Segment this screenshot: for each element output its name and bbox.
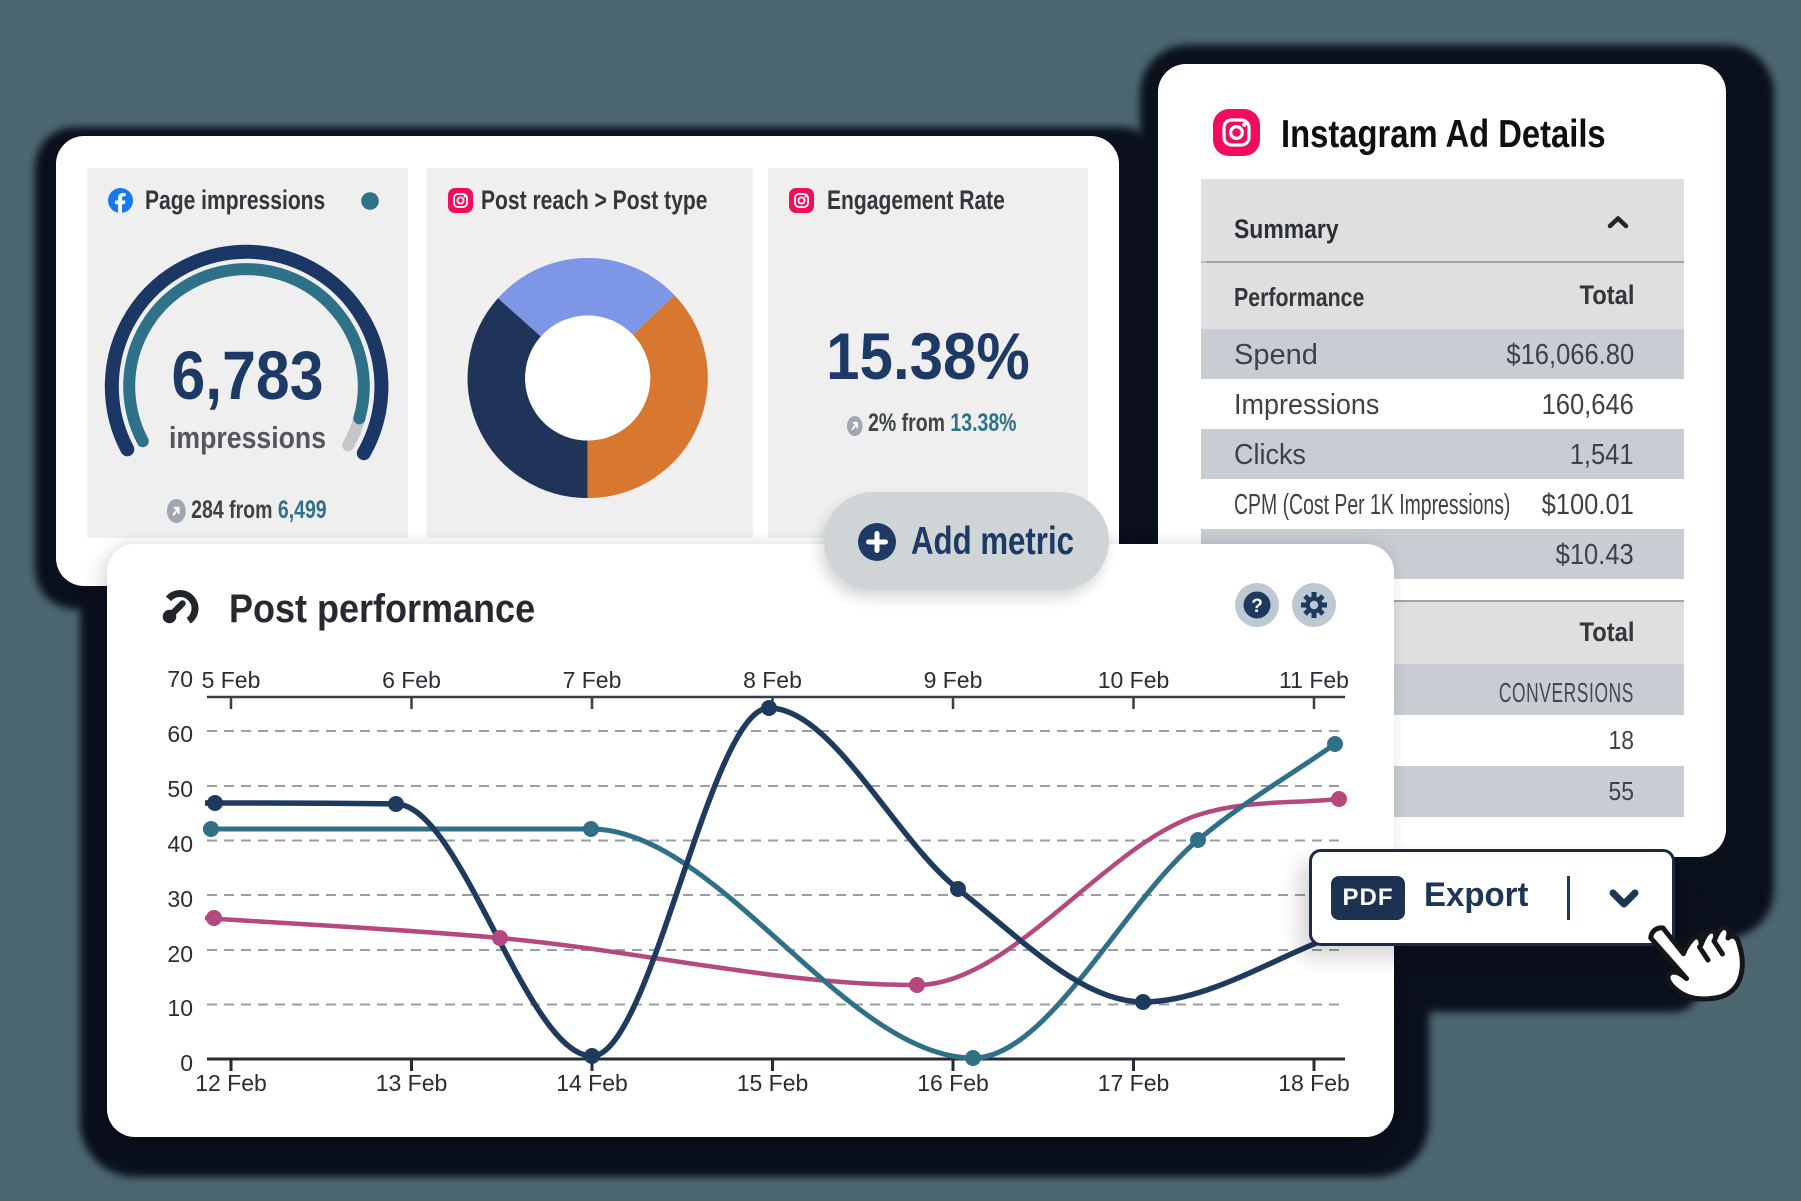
- svg-text:30: 30: [167, 886, 193, 912]
- svg-text:16 Feb: 16 Feb: [917, 1070, 989, 1096]
- svg-text:13 Feb: 13 Feb: [376, 1070, 448, 1096]
- svg-text:6 Feb: 6 Feb: [382, 667, 441, 693]
- svg-text:40: 40: [167, 831, 193, 857]
- svg-text:7 Feb: 7 Feb: [563, 667, 622, 693]
- svg-text:10 Feb: 10 Feb: [1098, 667, 1170, 693]
- svg-text:11 Feb: 11 Feb: [1279, 667, 1349, 693]
- svg-text:50: 50: [167, 776, 193, 802]
- svg-text:8 Feb: 8 Feb: [743, 667, 802, 693]
- svg-text:17 Feb: 17 Feb: [1098, 1070, 1170, 1096]
- svg-text:18 Feb: 18 Feb: [1278, 1070, 1350, 1096]
- svg-text:?: ?: [1251, 596, 1263, 617]
- svg-text:15 Feb: 15 Feb: [737, 1070, 809, 1096]
- svg-text:70: 70: [167, 666, 193, 692]
- svg-text:12 Feb: 12 Feb: [195, 1070, 267, 1096]
- svg-text:14 Feb: 14 Feb: [556, 1070, 628, 1096]
- svg-text:0: 0: [180, 1050, 193, 1076]
- svg-text:60: 60: [167, 721, 193, 747]
- svg-text:10: 10: [167, 995, 193, 1021]
- svg-text:20: 20: [167, 941, 193, 967]
- svg-text:5 Feb: 5 Feb: [202, 667, 261, 693]
- svg-text:9 Feb: 9 Feb: [924, 667, 983, 693]
